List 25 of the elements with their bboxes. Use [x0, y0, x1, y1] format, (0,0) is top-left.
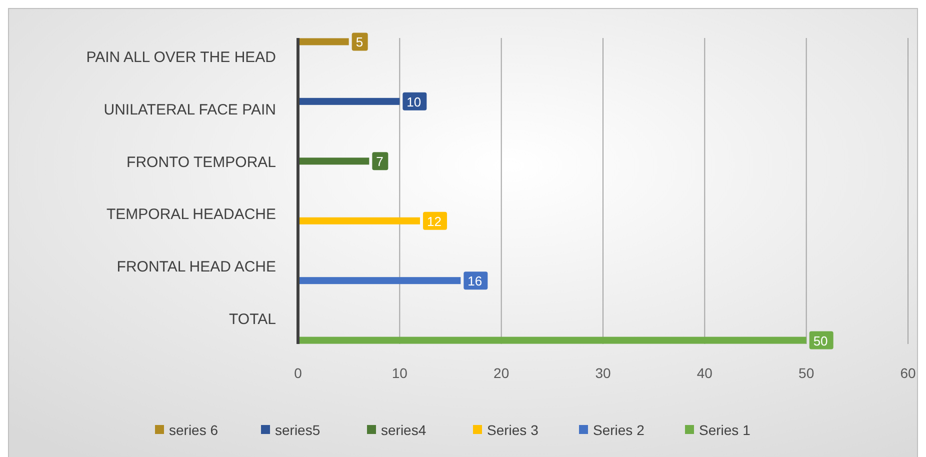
x-tick-label: 50 — [798, 365, 814, 381]
data-label: 10 — [406, 94, 422, 110]
x-tick-label: 20 — [494, 365, 510, 381]
data-label: 16 — [468, 274, 482, 289]
x-tick-label: 30 — [595, 365, 611, 381]
data-label: 5 — [356, 34, 364, 50]
y-tick-label: FRONTO TEMPORAL — [126, 154, 276, 171]
x-tick-label: 10 — [392, 365, 408, 381]
legend-label: series 6 — [169, 422, 218, 438]
x-tick-label: 0 — [294, 365, 302, 381]
y-tick-label: FRONTAL HEAD ACHE — [116, 258, 276, 276]
x-tick-label: 40 — [696, 365, 713, 381]
y-tick-label: TEMPORAL HEADACHE — [106, 206, 276, 224]
legend-label: Series 3 — [487, 422, 539, 438]
legend-label: Series 1 — [699, 422, 751, 438]
legend-label: series5 — [275, 422, 320, 438]
x-tick-label: 60 — [900, 365, 916, 381]
data-label: 50 — [813, 333, 828, 348]
legend-label: series4 — [381, 422, 426, 438]
data-label: 12 — [427, 214, 442, 229]
data-label: 7 — [376, 154, 384, 170]
legend-label: Series 2 — [593, 422, 645, 438]
y-tick-label: PAIN ALL OVER THE HEAD — [86, 49, 276, 66]
y-tick-label: UNILATERAL FACE PAIN — [104, 102, 276, 119]
y-tick-label: TOTAL — [229, 310, 276, 328]
